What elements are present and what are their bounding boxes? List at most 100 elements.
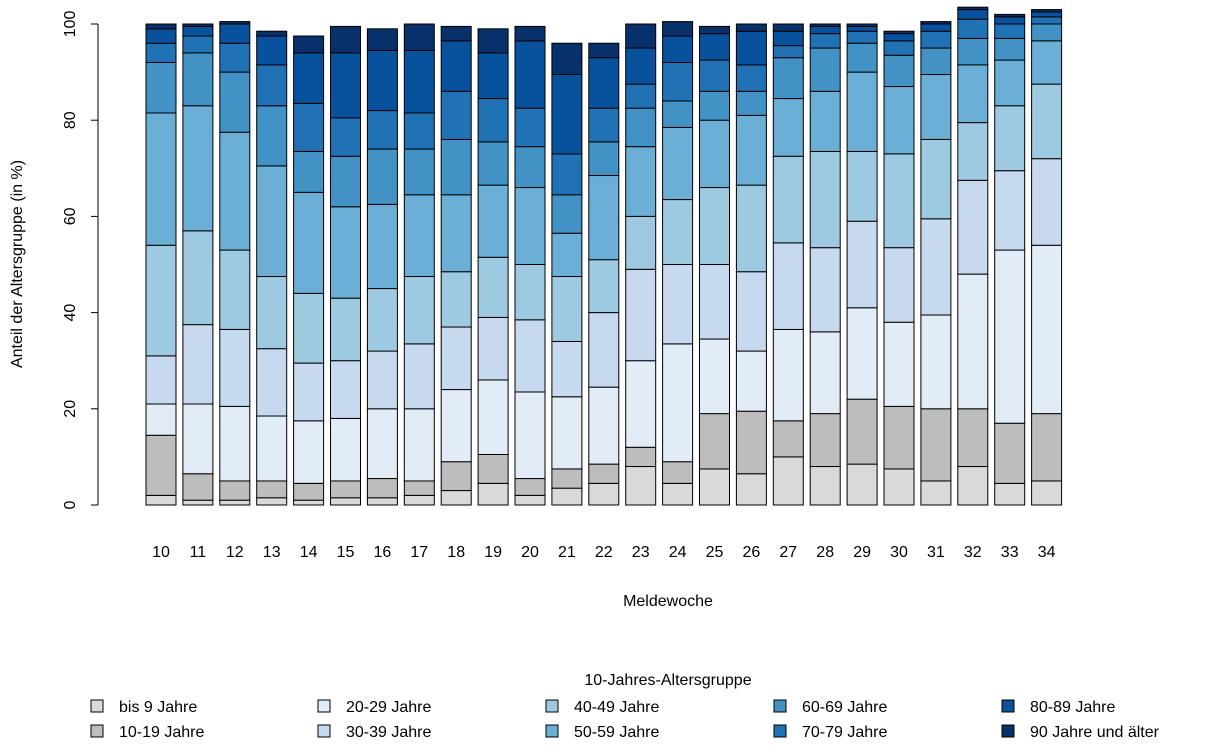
bar-segment [625,360,657,448]
bar-stack [256,30,288,506]
bar-segment [330,417,361,482]
legend: bis 9 Jahre 10-19 Jahre 20-29 Jahre 30-39 J… [90,699,1160,741]
bar-segment [219,328,251,407]
x-tick-label: 27 [779,544,797,561]
bar-segment [1031,480,1063,506]
bar-stack [994,13,1026,506]
x-tick-label: 30 [890,544,908,561]
bar-segment [662,461,694,484]
bar-segment [588,141,620,177]
x-tick-label: 26 [743,544,761,561]
y-tick-label: 0 [62,500,79,509]
bar-stack [330,25,361,506]
bar-segment [293,420,325,484]
bar-segment [625,83,657,109]
x-tick-label: 31 [927,544,945,561]
bar-segment [514,25,546,42]
x-tick-label: 32 [964,544,982,561]
bar-segment [735,114,767,186]
bar-stack [514,25,546,506]
bar-segment [735,410,767,475]
bar-segment [182,52,214,107]
legend-label: 90 Jahre und älter [1030,724,1160,741]
bar-segment [477,52,509,100]
bar-segment [662,100,694,128]
bar-segment [293,499,325,506]
bar-segment [1031,158,1063,246]
legend-label: 30-39 Jahre [346,724,431,741]
bar-segment [514,264,546,321]
bar-stack [625,23,657,506]
legend-label: bis 9 Jahre [119,699,197,716]
bar-segment [883,405,915,470]
bar-stack [883,30,915,506]
bar-segment [256,480,288,499]
bar-segment [403,480,435,496]
bar-segment [994,482,1026,506]
bar-segment [551,340,583,398]
bar-segment [219,42,251,73]
bar-segment [772,155,804,244]
bar-segment [551,153,583,196]
bar-segment [809,47,841,92]
legend-label: 70-79 Jahre [802,724,887,741]
bar-segment [256,276,288,350]
bar-segment [699,413,730,470]
y-tick-label: 80 [62,111,79,129]
bar-segment [994,16,1026,25]
bar-stack [145,23,177,506]
bar-segment [809,33,841,49]
bar-segment [403,23,435,51]
bar-segment [920,23,952,32]
bar-segment [957,466,989,506]
bar-segment [477,316,509,381]
bar-segment [366,110,398,150]
bar-segment [293,482,325,501]
bar-segment [330,497,361,506]
bar-segment [256,105,288,167]
bar-segment [588,463,620,484]
bar-segment [883,468,915,506]
bar-segment [735,90,767,116]
bar-segment [551,487,583,506]
bar-segment [994,59,1026,107]
bar-segment [1031,83,1063,160]
bar-stack [366,28,398,506]
legend-item: 40-49 Jahre [545,699,659,716]
bar-segment [366,497,398,506]
bar-segment [957,408,989,468]
x-tick-label: 12 [226,544,244,561]
legend-swatch [545,699,559,713]
bar-segment [514,391,546,480]
bar-segment [735,30,767,66]
bar-segment [182,105,214,232]
bar-segment [440,490,472,506]
bar-segment [477,98,509,143]
x-axis-label: Meldewoche [623,593,713,610]
bar-segment [514,187,546,265]
bar-segment [662,264,694,345]
x-tick-label: 29 [853,544,871,561]
legend-label: 40-49 Jahre [574,699,659,716]
bar-segment [440,326,472,391]
bar-segment [699,90,730,121]
legend-swatch [90,724,104,738]
bar-segment [699,119,730,189]
bar-segment [477,453,509,484]
bar-segment [735,64,767,92]
bar-segment [662,61,694,102]
legend-item: 80-89 Jahre [1001,699,1115,716]
bar-segment [588,42,620,59]
bar-segment [256,35,288,66]
bar-segment [662,343,694,463]
bar-segment [846,25,878,32]
bar-segment [883,40,915,56]
bar-segment [514,319,546,393]
x-tick-label: 10 [152,544,170,561]
bar-segment [662,199,694,265]
bar-segment [145,61,177,114]
bar-segment [514,146,546,189]
bar-stack [699,25,730,506]
bar-segment [699,187,730,265]
bar-segment [219,131,251,251]
